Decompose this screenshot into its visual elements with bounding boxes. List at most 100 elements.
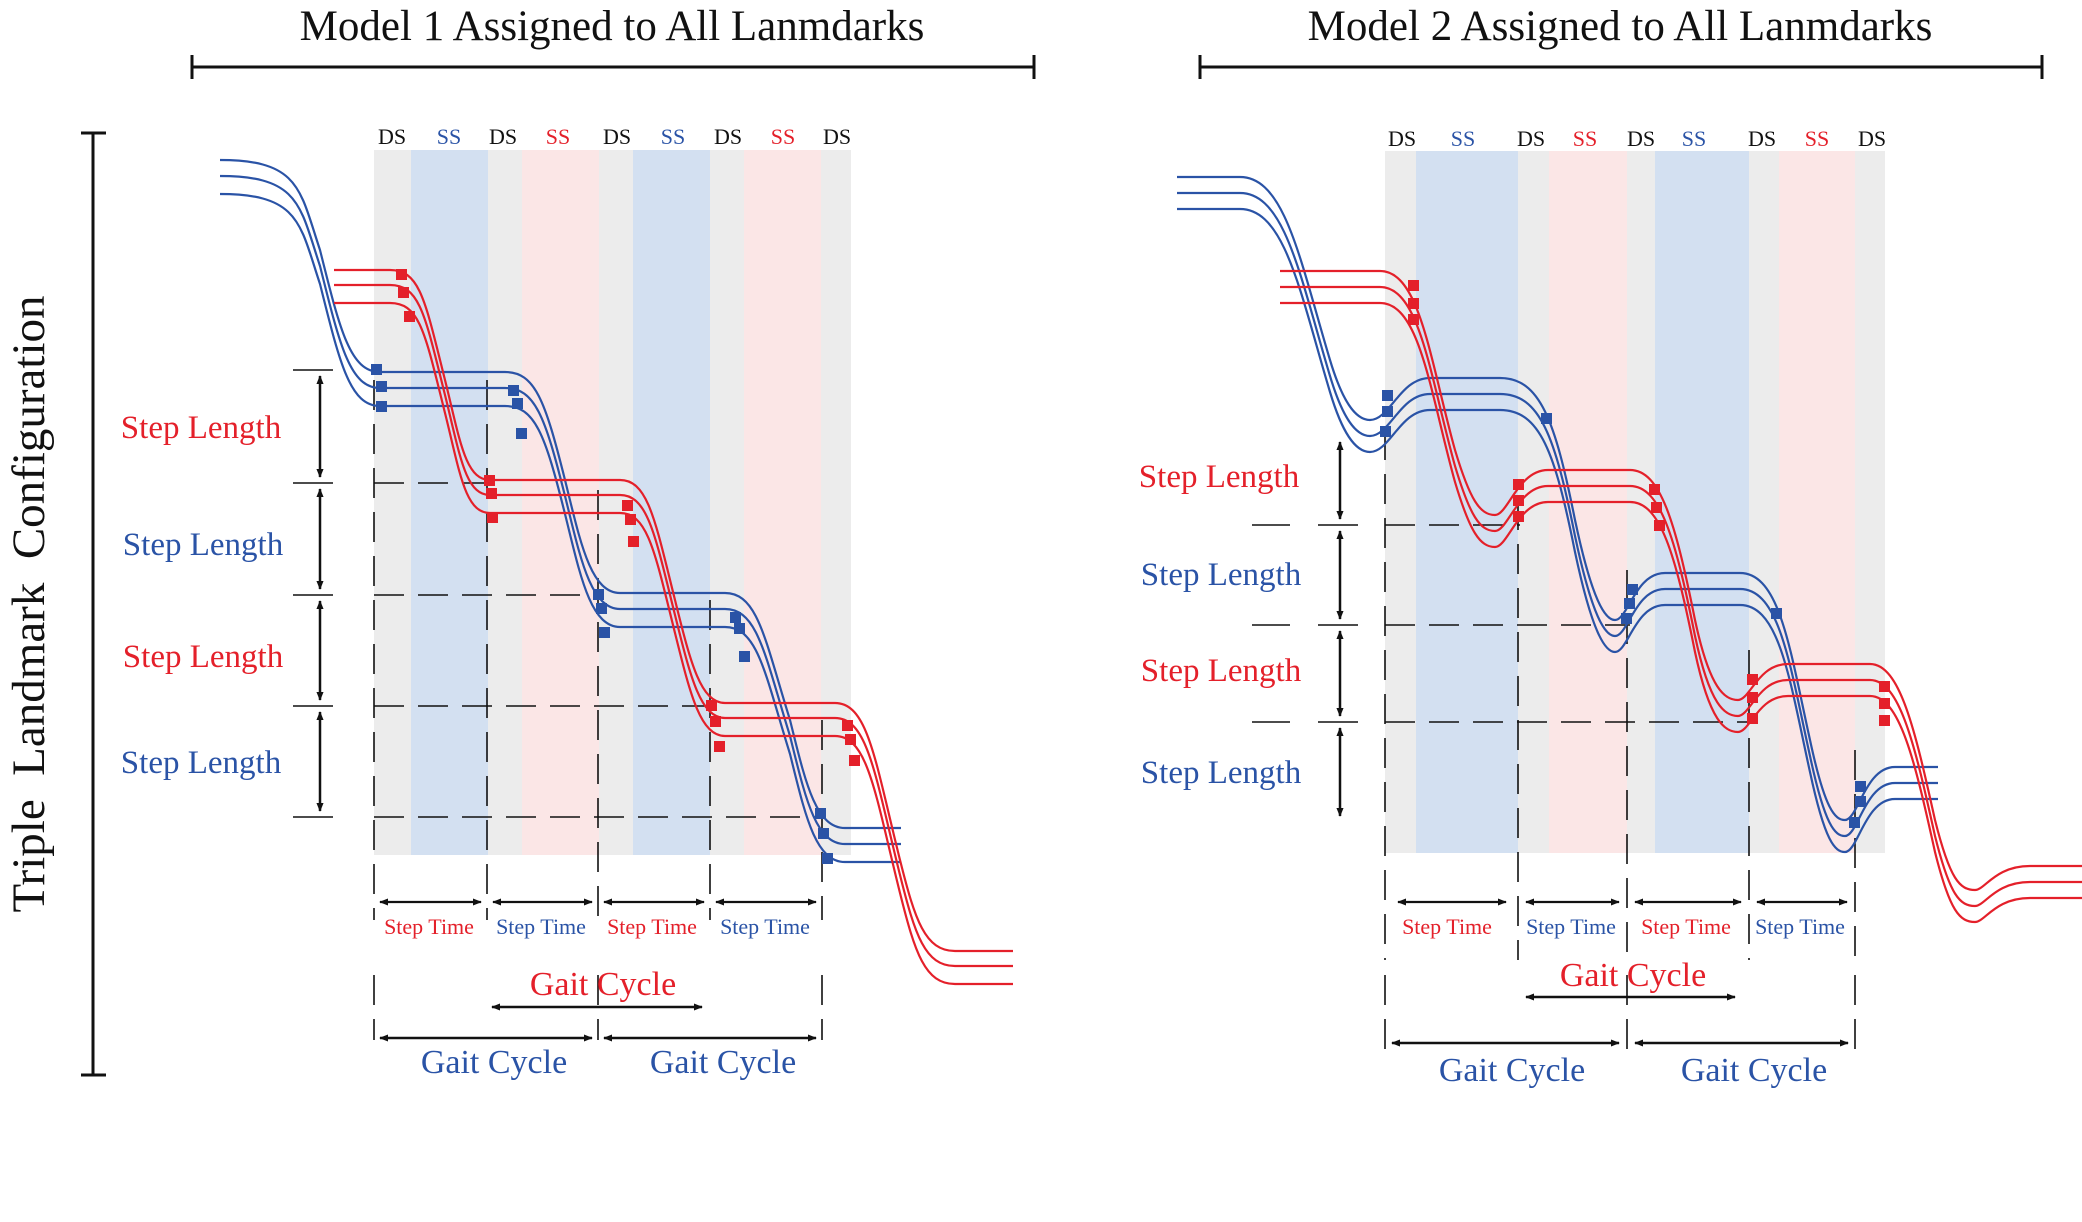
gait-cycle-label: Gait Cycle [1560, 957, 1706, 994]
landmark-marker [1879, 698, 1890, 709]
landmark-marker [484, 475, 495, 486]
right-gait-cycle-labels: Gait Cycle Gait Cycle Gait Cycle [1439, 957, 1827, 1089]
landmark-marker [1747, 713, 1758, 724]
phase-label: DS [603, 124, 631, 149]
landmark-marker [516, 428, 527, 439]
landmark-marker [1879, 715, 1890, 726]
landmark-marker [486, 488, 497, 499]
landmark-marker [1855, 781, 1866, 792]
step-time-label: Step Time [1402, 914, 1492, 939]
step-length-label: Step Length [123, 527, 284, 563]
ss-blue-band [411, 150, 488, 855]
left-phase-labels: DS SS DS SS DS SS DS SS DS [378, 124, 851, 149]
phase-label: SS [546, 124, 570, 149]
ds-band [821, 150, 851, 855]
landmark-marker [1408, 298, 1419, 309]
right-red-markers [1408, 280, 1890, 726]
left-step-time-labels: Step Time Step Time Step Time Step Time [384, 914, 810, 939]
phase-label: SS [1805, 126, 1829, 151]
ds-band [1749, 151, 1779, 853]
landmark-marker [1849, 817, 1860, 828]
step-length-label: Step Length [1139, 459, 1300, 495]
step-time-label: Step Time [607, 914, 697, 939]
landmark-marker [376, 401, 387, 412]
landmark-marker [849, 755, 860, 766]
right-level-ticks [1252, 524, 1358, 723]
ss-red-band [744, 150, 821, 855]
right-panel: DS SS DS SS DS SS DS SS DS [1139, 126, 2082, 1089]
step-time-label: Step Time [496, 914, 586, 939]
right-blue-landmark-traces [1177, 175, 1938, 854]
right-blue-markers [1380, 390, 1866, 828]
landmark-marker [628, 536, 639, 547]
left-red-markers [396, 269, 860, 766]
phase-label: SS [661, 124, 685, 149]
phase-label: DS [714, 124, 742, 149]
landmark-marker [404, 311, 415, 322]
left-level-ticks [293, 369, 333, 818]
left-gait-cycle-arrows [379, 1003, 817, 1042]
phase-label: SS [771, 124, 795, 149]
phase-label: DS [1517, 126, 1545, 151]
landmark-marker [376, 381, 387, 392]
phase-label: DS [378, 124, 406, 149]
landmark-marker [1654, 520, 1665, 531]
landmark-marker [625, 514, 636, 525]
left-panel-title: Model 1 Assigned to All Lanmdarks [300, 3, 925, 50]
step-length-label: Step Length [121, 410, 282, 446]
left-step-length-labels: Step Length Step Length Step Length Step… [121, 410, 284, 781]
left-gait-cycle-labels: Gait Cycle Gait Cycle Gait Cycle [421, 966, 796, 1081]
phase-label: DS [1388, 126, 1416, 151]
step-length-label: Step Length [1141, 653, 1302, 689]
phase-label: DS [489, 124, 517, 149]
landmark-marker [1747, 674, 1758, 685]
gait-cycle-label: Gait Cycle [530, 966, 676, 1003]
step-time-label: Step Time [384, 914, 474, 939]
right-step-length-labels: Step Length Step Length Step Length Step… [1139, 459, 1302, 791]
ds-band [1855, 151, 1885, 853]
step-time-label: Step Time [720, 914, 810, 939]
landmark-marker [1879, 681, 1890, 692]
left-blue-markers [371, 364, 833, 864]
landmark-marker [1380, 426, 1391, 437]
landmark-marker [1621, 613, 1632, 624]
landmark-marker [842, 720, 853, 731]
landmark-marker [599, 627, 610, 638]
gait-cycle-label: Gait Cycle [421, 1044, 567, 1081]
side-bracket [81, 131, 106, 1077]
right-phase-labels: DS SS DS SS DS SS DS SS DS [1388, 126, 1886, 151]
right-step-time-labels: Step Time Step Time Step Time Step Time [1402, 914, 1845, 939]
left-panel: DS SS DS SS DS SS DS SS DS [121, 124, 1013, 1081]
landmark-marker [1627, 584, 1638, 595]
landmark-marker [714, 741, 725, 752]
landmark-marker [730, 612, 741, 623]
landmark-marker [739, 651, 750, 662]
step-length-label: Step Length [1141, 557, 1302, 593]
landmark-marker [822, 853, 833, 864]
step-time-label: Step Time [1755, 914, 1845, 939]
landmark-marker [1651, 502, 1662, 513]
ds-band [710, 150, 744, 855]
right-guide-lines [1384, 430, 1856, 1050]
landmark-marker [1747, 692, 1758, 703]
step-time-label: Step Time [1641, 914, 1731, 939]
ds-band [488, 150, 522, 855]
landmark-marker [1513, 495, 1524, 506]
landmark-marker [1408, 280, 1419, 291]
landmark-marker [622, 500, 633, 511]
landmark-marker [596, 603, 607, 614]
right-red-landmark-traces [1280, 269, 2082, 924]
ss-red-band [522, 150, 599, 855]
right-panel-title: Model 2 Assigned to All Lanmdarks [1308, 3, 1933, 50]
landmark-marker [487, 512, 498, 523]
landmark-marker [396, 269, 407, 280]
landmark-marker [1513, 479, 1524, 490]
ss-red-band [1779, 151, 1855, 853]
step-time-label: Step Time [1526, 914, 1616, 939]
landmark-marker [508, 385, 519, 396]
landmark-marker [1771, 608, 1782, 619]
gait-cycle-label: Gait Cycle [1439, 1052, 1585, 1089]
phase-label: DS [1748, 126, 1776, 151]
left-guide-lines [373, 380, 823, 1040]
